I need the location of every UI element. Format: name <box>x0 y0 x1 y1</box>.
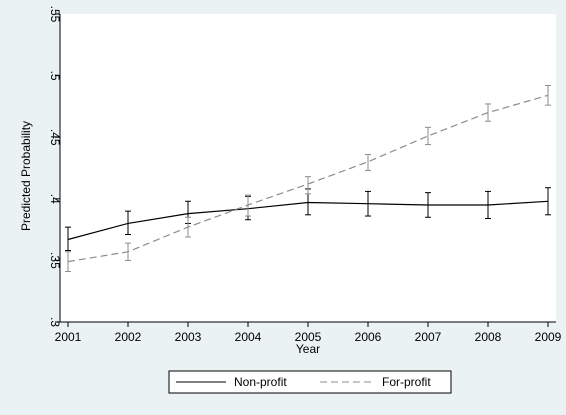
y-tick-label: .4 <box>48 194 62 204</box>
x-tick-label: 2005 <box>295 330 322 344</box>
legend-box <box>168 370 452 394</box>
y-axis-ticks: .3 .35 .4 .45 .5 .55 <box>48 6 62 328</box>
legend-label-non-profit: Non-profit <box>234 375 287 389</box>
y-tick-label: .55 <box>48 6 62 23</box>
x-tick-label: 2006 <box>355 330 382 344</box>
x-tick-label: 2009 <box>535 330 562 344</box>
series-for-profit <box>65 84 551 272</box>
x-tick-label: 2004 <box>235 330 262 344</box>
x-axis-title: Year <box>296 342 320 356</box>
legend-label-for-profit: For-profit <box>382 375 431 389</box>
x-tick-label: 2003 <box>175 330 202 344</box>
y-tick-label: .45 <box>48 129 62 146</box>
y-tick-label: .3 <box>48 317 62 327</box>
legend: Non-profit For-profit <box>168 370 452 394</box>
x-tick-label: 2008 <box>475 330 502 344</box>
series-layer <box>65 84 551 272</box>
x-tick-label: 2002 <box>115 330 142 344</box>
x-tick-label: 2007 <box>415 330 442 344</box>
x-axis-ticks: 2001 2002 2003 2004 2005 2006 2007 2008 2009 <box>55 322 562 344</box>
x-tick-label: 2001 <box>55 330 82 344</box>
series-line-for-profit <box>67 94 549 263</box>
y-tick-label: .5 <box>48 71 62 81</box>
y-tick-label: .35 <box>48 252 62 269</box>
series-line-non-profit <box>67 200 549 241</box>
y-axis-title: Predicted Probability <box>19 121 33 231</box>
plot-area <box>60 14 556 322</box>
